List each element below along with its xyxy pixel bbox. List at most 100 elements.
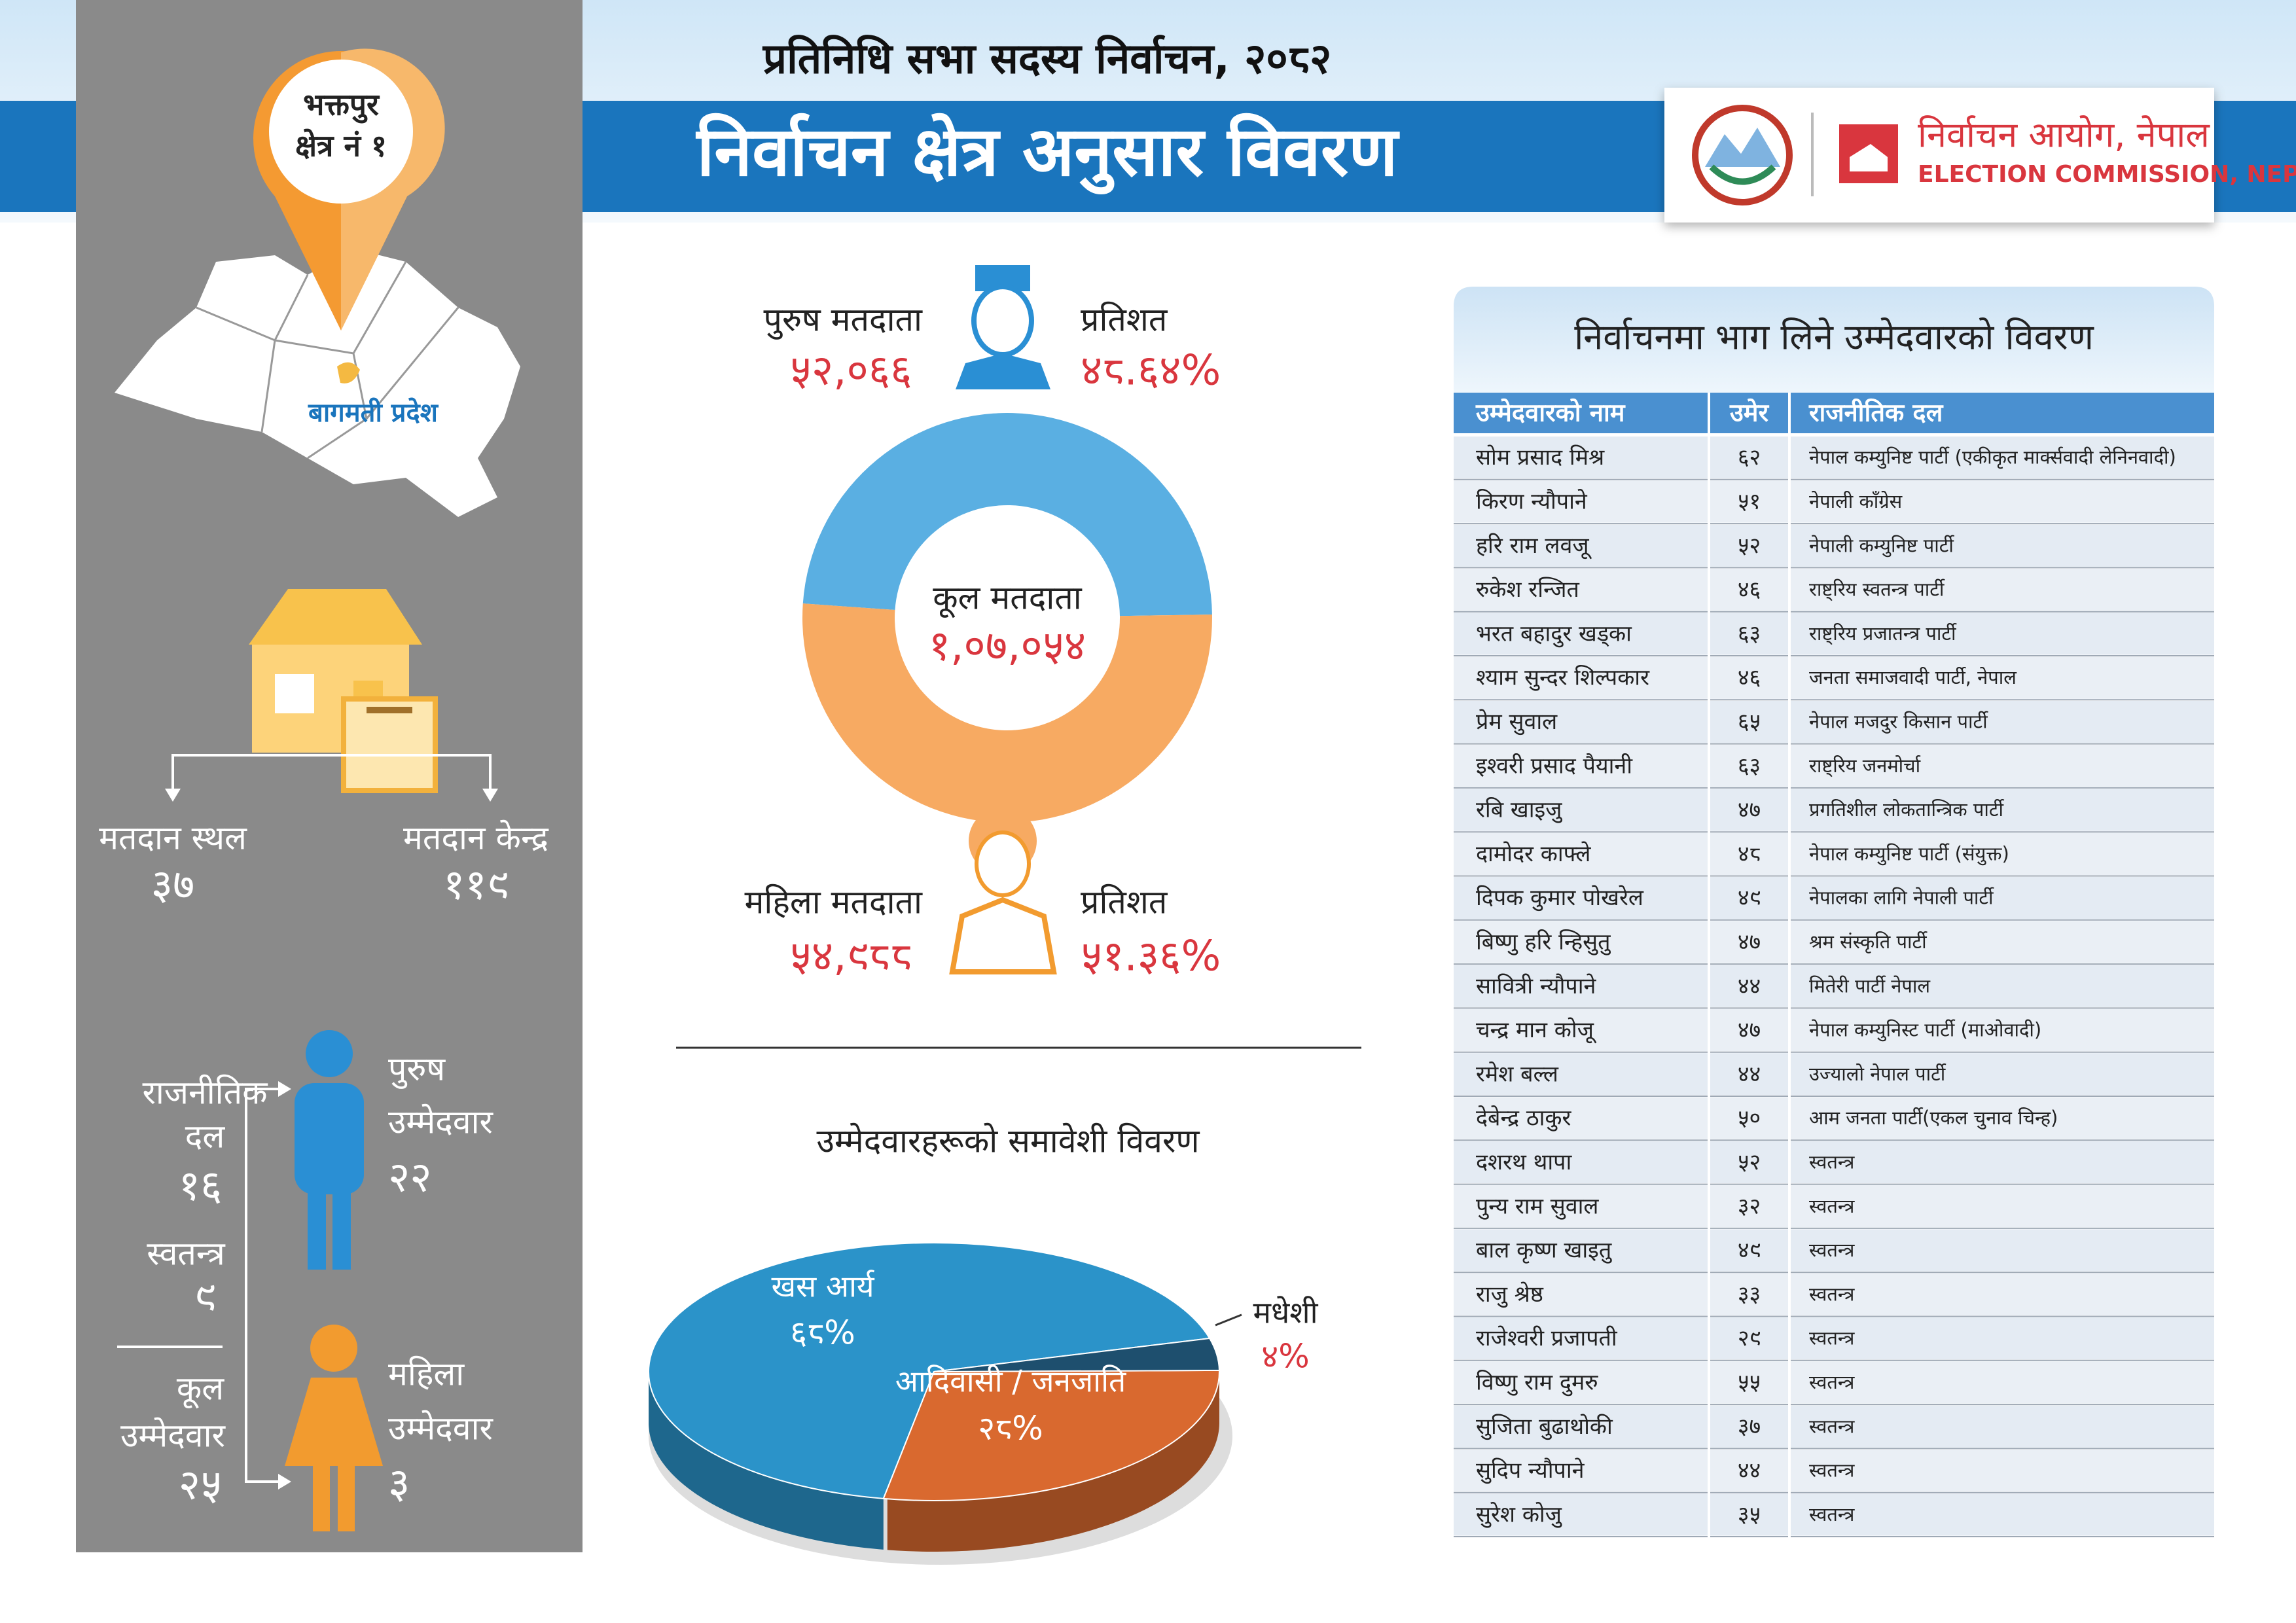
male-voter-icon (956, 265, 1050, 389)
candidate-name: दशरथ थापा (1476, 1149, 1572, 1175)
icon-face (975, 830, 1031, 897)
candidate-party: नेपाल मजदुर किसान पार्टी (1809, 710, 1988, 734)
candidate-party: आम जनता पार्टी(एकल चुनाव चिन्ह) (1809, 1107, 2058, 1130)
candidate-party: स्वतन्त्र (1809, 1150, 1855, 1173)
district: भक्तपुर (303, 87, 380, 124)
candidate-age: ४४ (1738, 1061, 1761, 1087)
table-title-box (1454, 287, 2214, 393)
male-candidates: २२ (388, 1154, 432, 1202)
candidate-name: रुकेश रन्जित (1476, 577, 1579, 603)
candidate-name: किरण न्यौपाने (1476, 488, 1588, 514)
province: बागमती प्रदेश (308, 397, 439, 428)
table-row (1454, 480, 2214, 523)
ec-logo-mark (1850, 144, 1888, 171)
table-row (1454, 1361, 2214, 1404)
voter-count: ५४,९८८ (790, 933, 912, 981)
table-row (1454, 700, 2214, 743)
candidate-name: चन्द्र मान कोजू (1476, 1017, 1597, 1044)
candidate-age: ४४ (1738, 1457, 1761, 1484)
candidate-age: ४७ (1738, 1017, 1761, 1043)
table-row (1454, 1405, 2214, 1448)
candidate-name: रमेश बल्ल (1476, 1061, 1559, 1087)
table-row (1454, 524, 2214, 567)
candidate-party: स्वतन्त्र (1809, 1239, 1855, 1261)
candidate-age: ३७ (1738, 1414, 1761, 1440)
candidate-age: ५२ (1738, 1149, 1761, 1175)
candidate-party: राष्ट्रिय जनमोर्चा (1809, 755, 1921, 777)
candidate-age: ६५ (1738, 709, 1761, 735)
polling-connector (171, 754, 492, 798)
polling-places: ३७ (151, 861, 195, 910)
candidate-age: ४९ (1738, 885, 1761, 911)
candidate-name: सुदिप न्यौपाने (1476, 1457, 1585, 1484)
org-name-ne: निर्वाचन आयोग, नेपाल (1918, 115, 2210, 156)
candidate-name: दिपक कुमार पोखरेल (1476, 885, 1644, 912)
table-row (1454, 832, 2214, 875)
table-header (1454, 393, 2214, 433)
org-name-en: ELECTION COMMISSION, NEPAL (1918, 161, 2296, 188)
charts: कूल मतदाता १,०७,०५४ पुरुष मतदाता ५२,०६६ प्रत… (648, 301, 1319, 1565)
candidate-age: ६२ (1738, 444, 1761, 471)
female-label: उम्मेदवार (388, 1410, 494, 1448)
pie-category: मधेशी (1253, 1295, 1319, 1330)
candidate-party: नेपाली कम्युनिष्ट पार्टी (1809, 534, 1954, 557)
icon-leg (338, 1459, 355, 1531)
candidate-name: भरत बहादुर खड्का (1476, 620, 1632, 647)
candidate-name: राजु श्रेष्ठ (1476, 1281, 1544, 1308)
parties: १६ (179, 1162, 223, 1211)
candidate-name: पुन्य राम सुवाल (1476, 1193, 1599, 1220)
candidate-age: ४४ (1738, 973, 1761, 999)
parties-label: राजनीतिक (142, 1074, 268, 1112)
pie-title: उम्मेदवारहरूको समावेशी विवरण (816, 1122, 1200, 1160)
voter-category: महिला मतदाता (745, 883, 924, 921)
donut-center-value: १,०७,०५४ (929, 622, 1086, 671)
candidate-name: प्रेम सुवाल (1476, 709, 1558, 736)
donut-slice (802, 603, 1212, 823)
percent-heading: प्रतिशत (1081, 883, 1168, 921)
independent-label: स्वतन्त्र (147, 1235, 226, 1273)
table: उम्मेदवारको नाम उमेर राजनीतिक दल सोम प्रसाद… (1454, 393, 2214, 1538)
pie-slice (933, 1337, 1221, 1372)
table-row (1454, 1097, 2214, 1139)
table-row (1454, 921, 2214, 963)
voter-percent: ४८.६४% (1081, 347, 1221, 395)
candidate-party: नेपाल कम्युनिष्ट पार्टी (संयुक्त) (1809, 842, 2009, 865)
icon-leg (308, 1171, 326, 1270)
candidate-age: ४६ (1738, 577, 1761, 603)
pin-circle (269, 60, 413, 204)
male-label: पुरुष (388, 1050, 446, 1090)
candidate-party: जनता समाजवादी पार्टी, नेपाल (1809, 666, 2017, 688)
pie-side (649, 1373, 884, 1550)
table-row (1454, 1317, 2214, 1360)
column-header: उमेर (1729, 399, 1770, 427)
table-row (1454, 1229, 2214, 1272)
pie-leader (1215, 1313, 1242, 1327)
pie-slice (882, 1369, 1220, 1501)
table-row (1454, 437, 2214, 479)
icon-head (306, 1030, 353, 1077)
candidate-name: सावित्री न्यौपाने (1476, 973, 1597, 999)
candidate-name: श्याम सुन्दर शिल्पकार (1476, 665, 1650, 692)
candidate-party: मितेरी पार्टी नेपाल (1809, 974, 1931, 997)
candidate-name: सोम प्रसाद मिश्र (1476, 444, 1605, 471)
candidate-name: विष्णु राम दुमरु (1476, 1369, 1598, 1396)
candidate-age: ४६ (1738, 665, 1761, 691)
female-label: महिला (388, 1355, 465, 1393)
candidate-age: ४७ (1738, 929, 1761, 955)
icon-dress (285, 1378, 383, 1466)
pie-side (887, 1372, 1219, 1552)
header-title: निर्वाचन क्षेत्र अनुसार विवरण (695, 111, 1400, 194)
candidate-party: स्वतन्त्र (1809, 1503, 1855, 1525)
candidate-party: स्वतन्त्र (1809, 1415, 1855, 1437)
candidate-party: स्वतन्त्र (1809, 1459, 1855, 1482)
pie-value: ४% (1261, 1338, 1310, 1376)
candidate-age: ३२ (1738, 1193, 1761, 1219)
candidate-name: हरि राम लवजू (1476, 533, 1592, 560)
emblem-mountain (1705, 128, 1780, 167)
map-borders (196, 261, 459, 459)
sidebar: भक्तपुर क्षेत्र नं १ बागमती प्रदेश मतदान… (76, 0, 583, 1552)
female-voter-icon (949, 807, 1057, 974)
pie-category: आदिवासी / जनजाति (895, 1364, 1126, 1399)
